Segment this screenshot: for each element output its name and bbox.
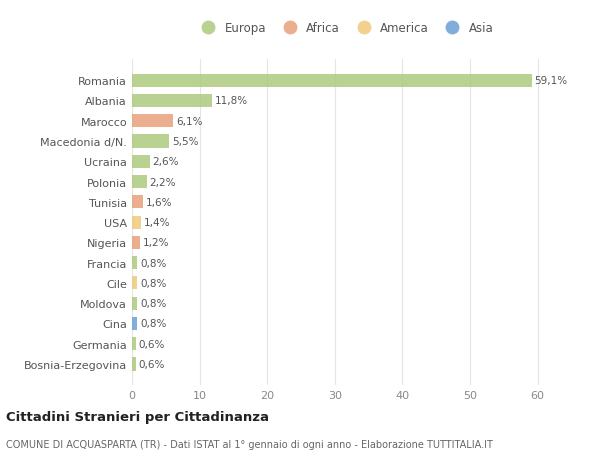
Bar [132, 317, 137, 330]
Text: 0,6%: 0,6% [139, 359, 165, 369]
Bar [132, 236, 140, 249]
Text: 11,8%: 11,8% [214, 96, 248, 106]
Text: 0,8%: 0,8% [140, 258, 166, 268]
Text: 1,4%: 1,4% [144, 218, 170, 228]
Bar [132, 74, 532, 88]
Text: 1,2%: 1,2% [143, 238, 169, 248]
Bar [132, 297, 137, 310]
Text: 2,6%: 2,6% [152, 157, 179, 167]
Legend: Europa, Africa, America, Asia: Europa, Africa, America, Asia [194, 20, 496, 38]
Text: COMUNE DI ACQUASPARTA (TR) - Dati ISTAT al 1° gennaio di ogni anno - Elaborazion: COMUNE DI ACQUASPARTA (TR) - Dati ISTAT … [6, 440, 493, 449]
Text: 0,8%: 0,8% [140, 319, 166, 329]
Bar [132, 95, 212, 108]
Text: 5,5%: 5,5% [172, 137, 199, 147]
Text: 6,1%: 6,1% [176, 117, 202, 127]
Text: 59,1%: 59,1% [535, 76, 568, 86]
Bar [132, 196, 143, 209]
Bar [132, 176, 147, 189]
Bar [132, 115, 173, 128]
Bar [132, 257, 137, 269]
Text: 0,8%: 0,8% [140, 278, 166, 288]
Bar [132, 337, 136, 351]
Text: 1,6%: 1,6% [146, 197, 172, 207]
Text: 0,6%: 0,6% [139, 339, 165, 349]
Bar [132, 216, 142, 229]
Text: 2,2%: 2,2% [149, 177, 176, 187]
Text: 0,8%: 0,8% [140, 298, 166, 308]
Bar [132, 277, 137, 290]
Text: Cittadini Stranieri per Cittadinanza: Cittadini Stranieri per Cittadinanza [6, 410, 269, 423]
Bar [132, 135, 169, 148]
Bar [132, 358, 136, 371]
Bar [132, 156, 149, 168]
